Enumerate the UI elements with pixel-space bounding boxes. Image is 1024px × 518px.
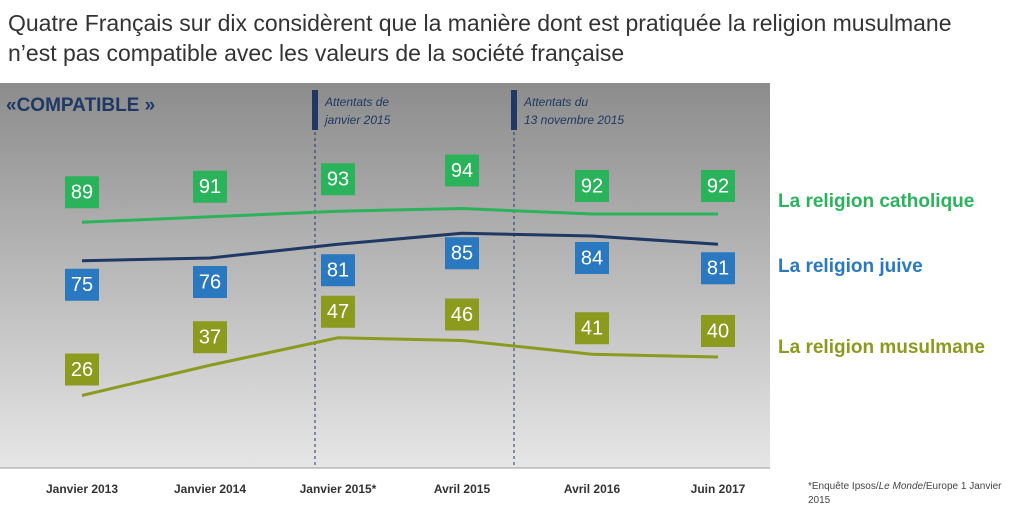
value-label: 85 [451, 243, 473, 265]
event-marker [312, 90, 318, 130]
value-label: 84 [581, 247, 603, 269]
value-box [701, 170, 735, 202]
series-line [81, 206, 718, 224]
legend-label: La religion musulmane [778, 337, 985, 358]
value-label: 81 [707, 258, 729, 280]
value-label: 47 [327, 301, 349, 323]
value-label: 41 [581, 318, 603, 340]
value-box [321, 254, 355, 287]
value-box [65, 268, 99, 301]
value-label: 26 [71, 359, 93, 381]
value-box [65, 353, 99, 386]
value-box [321, 163, 355, 196]
value-box [445, 298, 479, 331]
event-annotation: janvier 2015 [323, 113, 391, 127]
footnote: *Enquête Ipsos/Le Monde/Europe 1 Janvier… [808, 480, 1018, 508]
value-label: 40 [707, 320, 729, 342]
value-label: 75 [71, 274, 93, 296]
event-annotation: Attentats du [523, 95, 588, 109]
value-box [575, 170, 609, 202]
event-marker [511, 90, 517, 130]
chart-title: Quatre Français sur dix considèrent que … [8, 10, 952, 66]
value-label: 76 [199, 271, 221, 293]
x-tick-label: Avril 2015 [434, 482, 491, 496]
value-label: 81 [327, 260, 349, 282]
value-box [701, 315, 735, 347]
value-box [575, 312, 609, 345]
legend-label: La religion catholique [778, 191, 974, 212]
x-tick-label: Avril 2016 [564, 482, 621, 496]
value-label: 92 [581, 175, 603, 197]
series-line [81, 231, 719, 263]
value-box [65, 176, 99, 209]
panel-label: «COMPATIBLE » [6, 95, 155, 116]
series-line [81, 336, 719, 397]
event-annotation: 13 novembre 2015 [524, 113, 624, 127]
value-label: 37 [199, 327, 221, 349]
footnote-part: /Europe 1 Janvier 2015 [808, 481, 1002, 506]
event-annotation: Attentats de [324, 95, 389, 109]
value-label: 93 [327, 169, 349, 191]
value-label: 89 [71, 182, 93, 204]
x-tick-label: Janvier 2014 [174, 482, 246, 496]
value-label: 91 [199, 176, 221, 198]
x-tick-label: Juin 2017 [691, 482, 746, 496]
footnote-part: Le Monde [878, 481, 924, 492]
value-box [193, 170, 227, 203]
value-box [321, 295, 355, 328]
x-tick-label: Janvier 2015* [300, 482, 377, 496]
value-box [445, 154, 479, 187]
legend-label: La religion juive [778, 256, 923, 277]
value-label: 92 [707, 175, 729, 197]
x-tick-label: Janvier 2013 [46, 482, 118, 496]
plot-background [0, 83, 770, 468]
footnote-part: *Enquête Ipsos/ [808, 481, 879, 492]
value-box [701, 252, 735, 285]
value-box [193, 266, 227, 298]
value-label: 94 [451, 160, 473, 182]
value-box [575, 242, 609, 274]
value-label: 46 [451, 304, 473, 326]
value-box [445, 237, 479, 270]
value-box [193, 321, 227, 354]
